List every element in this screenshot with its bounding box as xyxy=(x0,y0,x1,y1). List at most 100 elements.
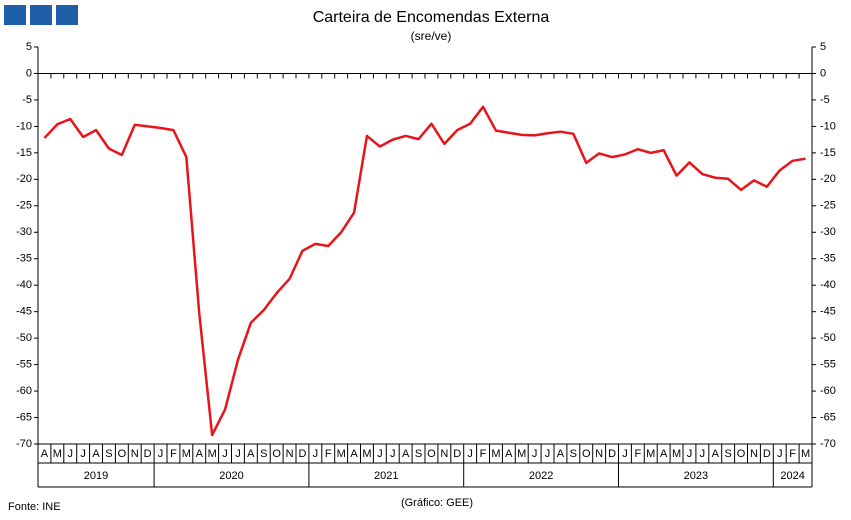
x-tick-label: J xyxy=(222,448,228,460)
logo-block xyxy=(30,5,52,25)
x-tick-label: A xyxy=(247,448,255,460)
x-tick-label: J xyxy=(313,448,319,460)
x-tick-label: F xyxy=(325,448,332,460)
y2-tick-label: -65 xyxy=(820,411,836,423)
y-tick-label: -55 xyxy=(16,359,32,371)
y-tick-label: -10 xyxy=(16,120,32,132)
year-label: 2023 xyxy=(684,470,708,482)
y-tick-label: -45 xyxy=(16,306,32,318)
y2-tick-label: -20 xyxy=(820,173,836,185)
x-tick-label: J xyxy=(532,448,538,460)
x-tick-label: A xyxy=(402,448,410,460)
x-tick-label: M xyxy=(53,448,62,460)
y2-tick-label: -70 xyxy=(820,438,836,450)
y2-tick-label: -15 xyxy=(820,147,836,159)
y-tick-label: 5 xyxy=(26,41,32,53)
x-tick-label: N xyxy=(750,448,758,460)
x-tick-label: F xyxy=(170,448,177,460)
x-tick-label: A xyxy=(41,448,49,460)
y-tick-label: -40 xyxy=(16,279,32,291)
x-tick-label: A xyxy=(505,448,513,460)
x-tick-label: O xyxy=(582,448,591,460)
x-tick-label: J xyxy=(235,448,241,460)
x-tick-label: M xyxy=(182,448,191,460)
x-tick-label: A xyxy=(350,448,358,460)
x-tick-label: J xyxy=(377,448,383,460)
x-tick-label: J xyxy=(467,448,473,460)
y-tick-label: -35 xyxy=(16,253,32,265)
y2-tick-label: -30 xyxy=(820,226,836,238)
y-tick-label: -50 xyxy=(16,332,32,344)
x-tick-label: F xyxy=(480,448,487,460)
x-tick-label: O xyxy=(272,448,281,460)
x-tick-label: M xyxy=(672,448,681,460)
y-tick-label: -15 xyxy=(16,147,32,159)
x-tick-label: O xyxy=(427,448,436,460)
x-tick-label: N xyxy=(440,448,448,460)
x-tick-label: J xyxy=(777,448,783,460)
y2-tick-label: -35 xyxy=(820,253,836,265)
x-tick-label: S xyxy=(105,448,112,460)
x-tick-label: J xyxy=(80,448,86,460)
year-label: 2019 xyxy=(84,470,108,482)
x-tick-label: D xyxy=(763,448,771,460)
x-tick-label: N xyxy=(131,448,139,460)
y2-tick-label: -25 xyxy=(820,200,836,212)
x-tick-label: N xyxy=(286,448,294,460)
y-tick-label: -5 xyxy=(22,94,32,106)
y2-tick-label: -5 xyxy=(820,94,830,106)
y-tick-label: -65 xyxy=(16,411,32,423)
credit: (Gráfico: GEE) xyxy=(401,497,473,509)
x-tick-label: J xyxy=(687,448,693,460)
year-label: 2024 xyxy=(780,470,804,482)
x-tick-label: S xyxy=(415,448,422,460)
x-tick-label: M xyxy=(491,448,500,460)
x-tick-label: A xyxy=(196,448,204,460)
x-tick-label: J xyxy=(68,448,74,460)
y2-tick-label: -55 xyxy=(820,359,836,371)
x-tick-label: O xyxy=(118,448,127,460)
y-tick-label: 0 xyxy=(26,67,32,79)
x-tick-label: A xyxy=(92,448,100,460)
data-line xyxy=(43,105,806,437)
x-tick-label: J xyxy=(622,448,628,460)
y-tick-label: -60 xyxy=(16,385,32,397)
year-label: 2020 xyxy=(219,470,243,482)
logo-block xyxy=(4,5,26,25)
x-tick-label: J xyxy=(545,448,551,460)
x-tick-label: A xyxy=(660,448,668,460)
x-tick-label: J xyxy=(700,448,706,460)
x-tick-label: M xyxy=(337,448,346,460)
y2-tick-label: -40 xyxy=(820,279,836,291)
y-tick-label: -25 xyxy=(16,200,32,212)
y2-tick-label: -45 xyxy=(820,306,836,318)
x-tick-label: F xyxy=(789,448,796,460)
x-tick-label: M xyxy=(362,448,371,460)
x-tick-label: O xyxy=(737,448,746,460)
chart-subtitle: (sre/ve) xyxy=(411,29,452,43)
x-tick-label: D xyxy=(144,448,152,460)
y2-tick-label: -50 xyxy=(820,332,836,344)
y-tick-label: -70 xyxy=(16,438,32,450)
y-tick-label: -30 xyxy=(16,226,32,238)
x-tick-label: M xyxy=(801,448,810,460)
y2-tick-label: 0 xyxy=(820,67,826,79)
x-tick-label: M xyxy=(646,448,655,460)
year-label: 2022 xyxy=(529,470,553,482)
x-tick-label: D xyxy=(453,448,461,460)
x-tick-label: J xyxy=(390,448,396,460)
x-tick-label: M xyxy=(208,448,217,460)
chart-title: Carteira de Encomendas Externa xyxy=(313,9,550,26)
x-tick-label: F xyxy=(634,448,641,460)
x-tick-label: J xyxy=(158,448,164,460)
x-tick-label: M xyxy=(517,448,526,460)
x-tick-label: S xyxy=(570,448,577,460)
x-tick-label: D xyxy=(608,448,616,460)
year-label: 2021 xyxy=(374,470,398,482)
logo-block xyxy=(56,5,78,25)
x-tick-label: S xyxy=(724,448,731,460)
x-tick-label: D xyxy=(298,448,306,460)
y2-tick-label: -60 xyxy=(820,385,836,397)
y-tick-label: -20 xyxy=(16,173,32,185)
